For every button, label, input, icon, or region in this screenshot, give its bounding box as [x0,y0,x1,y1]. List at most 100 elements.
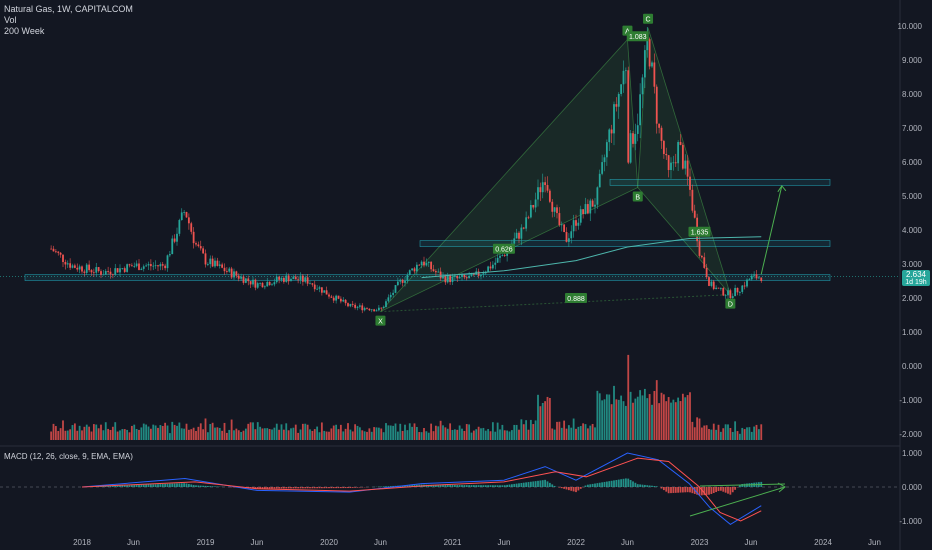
candle-body [584,204,587,214]
macd-histogram-bar [515,483,518,487]
candle-body [408,270,411,275]
volume-bar [180,428,183,440]
volume-bar [349,429,352,440]
volume-bar [104,422,107,440]
macd-y-tick-label: -1.000 [899,517,922,526]
volume-bar [332,425,335,440]
macd-histogram-bar [183,483,186,487]
candle-body [123,268,126,272]
candle-body [382,306,385,309]
candle-body [634,133,637,144]
macd-histogram-bar [323,487,326,489]
candle-body [596,187,599,205]
candle-body [423,261,425,266]
candle-body [705,267,708,278]
volume-bar [197,426,200,440]
macd-histogram-bar [627,478,630,487]
macd-histogram-bar [114,485,117,487]
macd-y-tick-label: 0.000 [902,483,923,492]
macd-histogram-bar [107,486,110,487]
macd-histogram-bar [261,487,264,489]
macd-histogram-bar [209,486,212,487]
volume-bar [204,418,207,440]
candle-body [330,296,333,298]
volume-bar [233,430,235,440]
volume-bar [677,397,680,440]
candle-body [544,182,547,186]
volume-bar [361,430,364,440]
candle-body [349,303,352,307]
volume-bar [401,430,404,440]
last-price-badge: 2.634 1d 19h [902,270,930,286]
candle-body [553,207,556,212]
volume-bar [753,426,756,440]
candle-body [225,271,228,272]
macd-histogram-bar [560,487,563,489]
macd-histogram-bar [525,482,528,487]
volume-bar [247,423,250,440]
volume-bar [520,419,523,440]
symbol-title[interactable]: Natural Gas, 1W, CAPITALCOM [4,4,133,14]
volume-bar [254,429,257,440]
candle-body [259,282,262,284]
candle-body [190,223,193,232]
macd-histogram-bar [594,483,596,487]
volume-label[interactable]: Vol [4,15,17,25]
pattern-point-marker [725,298,736,309]
ma-label[interactable]: 200 Week [4,26,45,36]
macd-histogram-bar [622,478,625,487]
ratio-label: 0.626 [495,247,513,254]
volume-bar [425,431,428,440]
candle-body [522,227,525,229]
volume-bar [111,426,114,440]
macd-histogram-bar [449,484,452,487]
candle-body [309,283,311,285]
candle-body [78,266,81,270]
candle-body [658,123,661,128]
volume-bar [437,426,440,440]
candle-body [392,292,395,295]
candle-body [722,287,725,296]
candle-body [285,275,288,282]
candle-body [681,144,684,169]
macd-histogram-bar [461,485,463,487]
macd-histogram-bar [591,483,594,487]
macd-histogram-bar [330,487,333,489]
volume-bar [166,425,169,440]
volume-bar [444,427,447,440]
candle-body [629,133,632,163]
candle-body [197,244,200,247]
candle-body [674,162,677,164]
candle-body [377,307,380,311]
candle-body [477,271,480,276]
volume-bar [408,423,411,440]
candle-body [216,260,219,266]
y-tick-label: 9.000 [902,56,923,65]
macd-histogram-bar [442,484,444,487]
pattern-point-marker [632,191,643,202]
volume-bar [539,406,542,440]
volume-bar [377,427,380,440]
volume-bar [116,431,119,440]
candle-body [480,274,482,276]
candle-body [567,238,570,242]
candle-body [413,268,416,272]
macd-histogram-bar [513,483,516,487]
candle-body [157,265,159,267]
volume-bar [548,398,551,440]
macd-histogram-bar [335,487,338,489]
divergence-arrow [689,486,786,517]
candle-body [54,251,57,253]
volume-bar [515,424,518,440]
macd-histogram-bar [211,486,214,487]
candle-body [520,227,523,239]
volume-bar [484,430,487,440]
volume-bar [76,430,79,440]
x-tick-label: 2023 [691,538,709,547]
macd-histogram-bar [575,487,577,493]
volume-bar [427,432,430,440]
candle-body [582,209,585,214]
volume-bar [693,427,696,440]
macd-legend[interactable]: MACD (12, 26, close, 9, EMA, EMA) [4,452,133,461]
